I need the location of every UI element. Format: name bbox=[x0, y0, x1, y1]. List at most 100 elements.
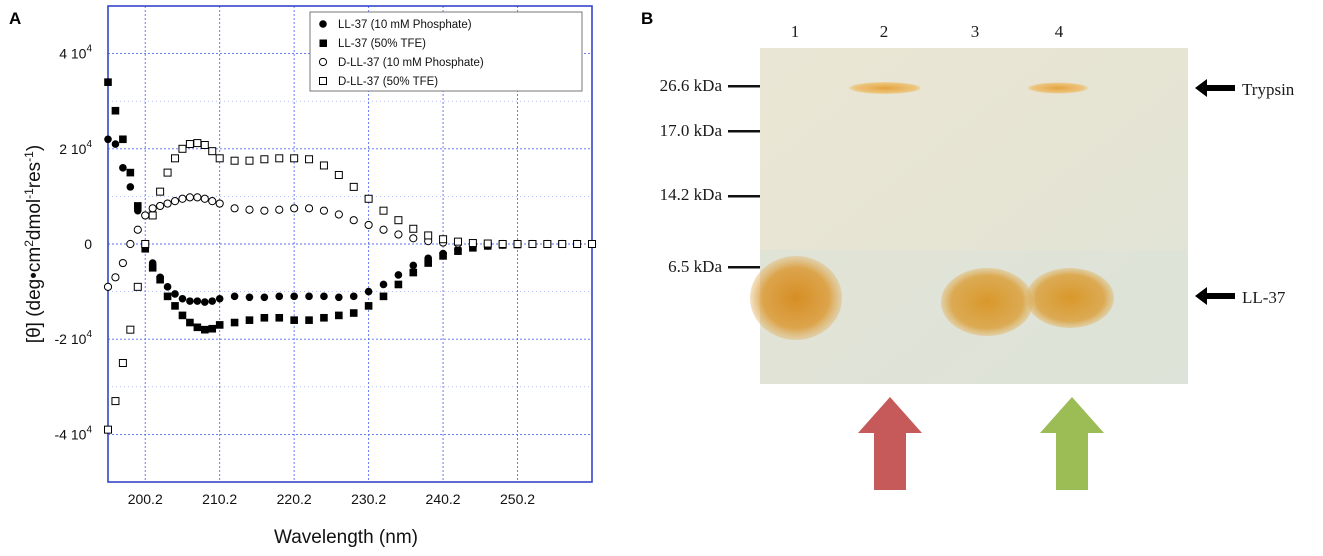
data-point bbox=[394, 230, 403, 239]
data-point bbox=[148, 264, 157, 272]
data-point bbox=[148, 211, 157, 220]
data-point bbox=[201, 325, 209, 334]
data-point bbox=[349, 292, 358, 301]
data-point bbox=[290, 204, 299, 213]
data-point bbox=[335, 311, 343, 320]
data-point bbox=[379, 280, 388, 289]
gel-band-lane4-ll37 bbox=[1026, 268, 1114, 328]
data-point bbox=[290, 316, 298, 324]
data-point bbox=[193, 323, 202, 332]
data-point bbox=[215, 294, 224, 303]
data-point bbox=[468, 239, 477, 248]
lane-number-3: 3 bbox=[971, 22, 980, 41]
data-point bbox=[215, 321, 224, 329]
data-point bbox=[245, 156, 254, 165]
data-point bbox=[260, 313, 269, 322]
gel-band-lane4-trypsin bbox=[1028, 82, 1088, 94]
data-point bbox=[118, 359, 127, 367]
data-point bbox=[148, 204, 157, 213]
green-up-arrow-icon bbox=[1040, 397, 1104, 490]
x-tick-label: 230.2 bbox=[351, 491, 386, 507]
red-up-arrow-icon bbox=[858, 397, 922, 490]
data-point bbox=[230, 292, 239, 301]
data-point bbox=[379, 206, 388, 215]
data-point bbox=[364, 302, 373, 310]
data-point bbox=[275, 205, 284, 214]
data-point bbox=[573, 240, 582, 248]
data-point bbox=[498, 240, 507, 248]
data-point bbox=[483, 239, 492, 248]
gel-band-lane3-ll37 bbox=[941, 268, 1033, 336]
legend-item-ll37-phosphate: LL-37 (10 mM Phosphate) bbox=[338, 19, 472, 31]
y-tick-label: 4 104 bbox=[59, 44, 92, 62]
data-point bbox=[394, 216, 403, 225]
y-tick-label: -2 104 bbox=[55, 329, 93, 347]
y-tick-label: -4 104 bbox=[55, 424, 93, 442]
data-point bbox=[394, 271, 403, 279]
y-axis-title: [θ] (deg•cm2dmol-1res-1) bbox=[22, 145, 45, 343]
data-point bbox=[319, 206, 329, 215]
data-point bbox=[424, 231, 433, 240]
data-point bbox=[163, 168, 172, 177]
marker-label-6-5: 6.5 kDa bbox=[668, 257, 722, 276]
data-point bbox=[126, 183, 135, 191]
lane-number-4: 4 bbox=[1055, 22, 1064, 41]
data-point bbox=[305, 292, 313, 301]
data-point bbox=[171, 290, 179, 298]
legend-marker-open-square bbox=[319, 77, 327, 85]
data-point bbox=[275, 154, 284, 163]
left-arrow-icon bbox=[1195, 287, 1235, 305]
legend-marker-filled-square bbox=[319, 39, 327, 47]
data-point bbox=[543, 240, 552, 248]
data-point bbox=[208, 197, 217, 206]
data-point bbox=[103, 282, 113, 291]
data-point bbox=[178, 144, 187, 153]
data-point bbox=[275, 292, 284, 301]
data-point bbox=[208, 297, 217, 305]
data-point bbox=[141, 211, 150, 220]
legend-item-ll37-tfe: LL-37 (50% TFE) bbox=[338, 38, 426, 50]
left-arrow-icon bbox=[1195, 79, 1235, 97]
data-point bbox=[349, 182, 358, 191]
data-point bbox=[364, 287, 373, 296]
data-point bbox=[185, 140, 194, 149]
marker-label-26-6: 26.6 kDa bbox=[660, 76, 723, 95]
data-point bbox=[104, 135, 112, 144]
data-point bbox=[126, 168, 135, 177]
data-point bbox=[111, 106, 120, 115]
chart-legend: LL-37 (10 mM Phosphate) LL-37 (50% TFE) … bbox=[309, 11, 583, 92]
data-point bbox=[409, 224, 418, 233]
data-point bbox=[104, 78, 112, 86]
data-point bbox=[104, 425, 112, 434]
data-point bbox=[230, 204, 239, 213]
data-point bbox=[453, 237, 462, 246]
data-point bbox=[178, 311, 187, 320]
data-point bbox=[394, 280, 403, 289]
legend-box bbox=[309, 11, 583, 92]
chart-marks bbox=[103, 78, 597, 434]
data-point bbox=[379, 225, 388, 234]
data-point bbox=[178, 194, 187, 203]
data-point bbox=[200, 140, 209, 149]
data-point bbox=[178, 294, 187, 303]
x-tick-label: 210.2 bbox=[202, 491, 237, 507]
x-axis-title: Wavelength (nm) bbox=[274, 527, 418, 548]
data-point bbox=[171, 154, 180, 163]
marker-tick-26-6 bbox=[728, 85, 760, 88]
data-point bbox=[320, 313, 328, 322]
data-point bbox=[319, 161, 328, 170]
x-tick-label: 220.2 bbox=[277, 491, 312, 507]
data-point bbox=[208, 147, 217, 156]
data-point bbox=[364, 220, 373, 230]
data-point bbox=[133, 225, 142, 234]
ll37-pointer: LL-37 bbox=[1195, 287, 1286, 307]
data-point bbox=[141, 244, 150, 253]
data-point bbox=[126, 325, 135, 334]
data-point bbox=[349, 216, 358, 225]
gel-band-lane1-ll37 bbox=[750, 256, 842, 340]
data-point bbox=[230, 156, 239, 165]
data-point bbox=[163, 283, 172, 291]
data-point bbox=[118, 258, 127, 268]
series-4 bbox=[104, 139, 596, 434]
